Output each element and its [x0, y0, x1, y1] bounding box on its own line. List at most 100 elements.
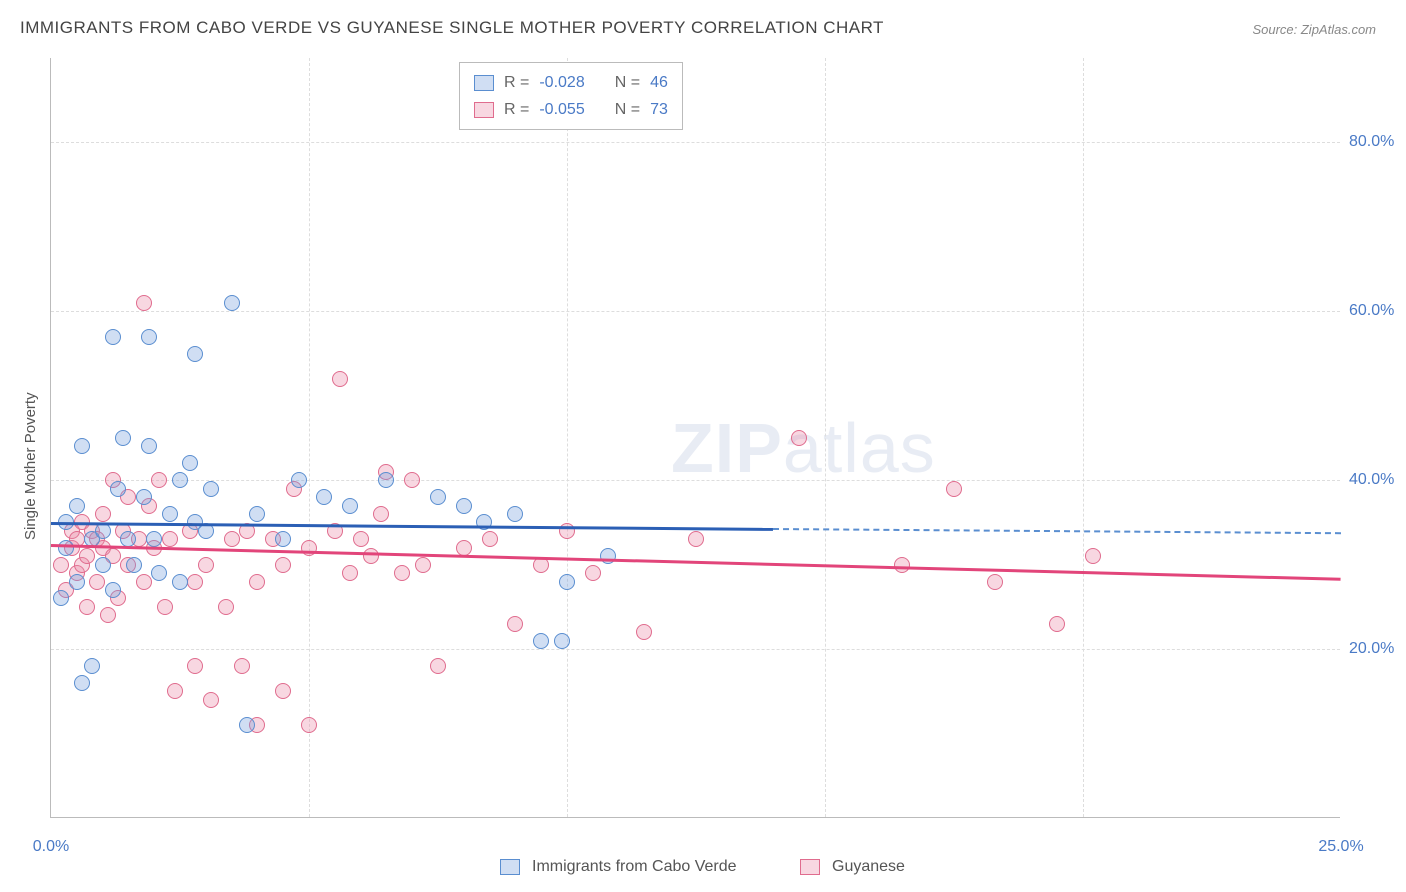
y-tick-label: 60.0%: [1349, 302, 1400, 320]
data-point: [151, 472, 167, 488]
r-value: -0.055: [539, 96, 584, 123]
data-point: [203, 692, 219, 708]
legend-series: Guyanese: [800, 858, 905, 876]
data-point: [353, 531, 369, 547]
r-value: -0.028: [539, 69, 584, 96]
data-point: [69, 498, 85, 514]
data-point: [482, 531, 498, 547]
legend-correlation: R = -0.028 N = 46R = -0.055 N = 73: [459, 62, 683, 130]
data-point: [218, 599, 234, 615]
data-point: [275, 683, 291, 699]
data-point: [105, 329, 121, 345]
data-point: [224, 295, 240, 311]
data-point: [507, 616, 523, 632]
data-point: [115, 430, 131, 446]
data-point: [301, 717, 317, 733]
grid-line-h: [51, 311, 1340, 312]
scatter-chart: ZIPatlas 20.0%40.0%60.0%80.0%0.0%25.0%: [50, 58, 1340, 818]
data-point: [394, 565, 410, 581]
data-point: [69, 574, 85, 590]
data-point: [373, 506, 389, 522]
legend-row: R =-0.055N =73: [474, 96, 668, 123]
data-point: [363, 548, 379, 564]
data-point: [430, 658, 446, 674]
legend-row: R = -0.028 N = 46: [474, 69, 668, 96]
x-tick-label: 0.0%: [33, 838, 69, 856]
data-point: [182, 455, 198, 471]
data-point: [53, 557, 69, 573]
legend-swatch: [474, 102, 494, 118]
grid-line-v: [1083, 58, 1084, 817]
data-point: [894, 557, 910, 573]
data-point: [456, 540, 472, 556]
data-point: [126, 557, 142, 573]
data-point: [110, 481, 126, 497]
y-tick-label: 20.0%: [1349, 640, 1400, 658]
data-point: [249, 574, 265, 590]
legend-series: Immigrants from Cabo Verde: [500, 858, 737, 876]
data-point: [167, 683, 183, 699]
data-point: [791, 430, 807, 446]
data-point: [987, 574, 1003, 590]
legend-swatch: [474, 75, 494, 91]
data-point: [203, 481, 219, 497]
data-point: [636, 624, 652, 640]
legend-series-label: Immigrants from Cabo Verde: [532, 858, 737, 876]
data-point: [95, 557, 111, 573]
n-value: 46: [650, 69, 668, 96]
n-label: N =: [615, 69, 640, 96]
data-point: [275, 531, 291, 547]
data-point: [585, 565, 601, 581]
data-point: [187, 346, 203, 362]
grid-line-h: [51, 480, 1340, 481]
data-point: [187, 658, 203, 674]
data-point: [162, 531, 178, 547]
data-point: [559, 574, 575, 590]
data-point: [162, 506, 178, 522]
data-point: [74, 438, 90, 454]
data-point: [332, 371, 348, 387]
data-point: [58, 540, 74, 556]
data-point: [946, 481, 962, 497]
r-label: R =: [504, 96, 529, 123]
n-value: 73: [650, 96, 668, 123]
trend-line: [51, 522, 773, 530]
data-point: [415, 557, 431, 573]
r-label: R =: [504, 69, 529, 96]
data-point: [84, 658, 100, 674]
data-point: [249, 506, 265, 522]
data-point: [141, 438, 157, 454]
data-point: [198, 557, 214, 573]
data-point: [100, 607, 116, 623]
data-point: [600, 548, 616, 564]
data-point: [89, 574, 105, 590]
page-title: IMMIGRANTS FROM CABO VERDE VS GUYANESE S…: [20, 18, 884, 38]
grid-line-v: [567, 58, 568, 817]
trend-line: [51, 544, 1341, 580]
data-point: [172, 574, 188, 590]
data-point: [316, 489, 332, 505]
data-point: [688, 531, 704, 547]
data-point: [378, 472, 394, 488]
data-point: [404, 472, 420, 488]
data-point: [342, 498, 358, 514]
data-point: [430, 489, 446, 505]
source-label: Source: ZipAtlas.com: [1252, 22, 1376, 37]
watermark: ZIPatlas: [671, 408, 936, 488]
data-point: [291, 472, 307, 488]
grid-line-v: [825, 58, 826, 817]
data-point: [79, 599, 95, 615]
data-point: [79, 548, 95, 564]
grid-line-h: [51, 142, 1340, 143]
data-point: [507, 506, 523, 522]
data-point: [74, 675, 90, 691]
data-point: [95, 506, 111, 522]
grid-line-v: [309, 58, 310, 817]
data-point: [239, 717, 255, 733]
data-point: [234, 658, 250, 674]
data-point: [456, 498, 472, 514]
data-point: [275, 557, 291, 573]
data-point: [187, 574, 203, 590]
x-tick-label: 25.0%: [1318, 838, 1363, 856]
data-point: [554, 633, 570, 649]
